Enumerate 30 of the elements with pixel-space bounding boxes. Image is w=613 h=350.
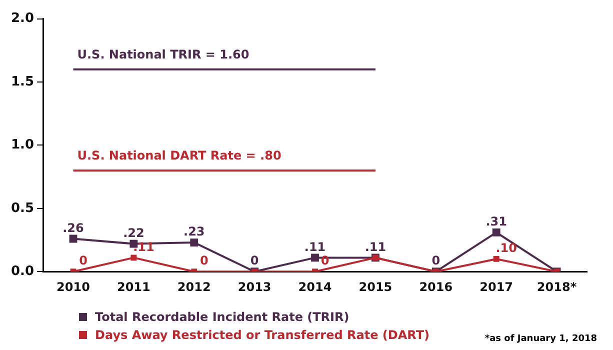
data-label: .23: [184, 224, 205, 239]
data-label: 0: [79, 254, 88, 268]
y-tick-label: 1.5: [11, 74, 34, 90]
data-label: .11: [364, 240, 386, 254]
data-label: 0: [250, 254, 259, 268]
y-tick-label: 1.0: [11, 138, 34, 153]
data-label: .31: [486, 214, 507, 229]
legend-label: Days Away Restricted or Transferred Rate (DART): [95, 328, 430, 342]
x-tick-label: 2015: [358, 280, 392, 294]
data-label: .10: [496, 241, 517, 256]
x-tick-label: 2018*: [536, 280, 578, 294]
x-tick-label: 2016: [419, 280, 453, 294]
y-tick-label: 2.0: [11, 11, 34, 26]
ref-line-label: U.S. National TRIR = 1.60: [77, 47, 250, 62]
x-tick-label: 2012: [177, 280, 211, 294]
ref-line-label: U.S. National DART Rate = .80: [77, 148, 282, 163]
data-label: 0: [200, 254, 208, 268]
x-tick-label: 2011: [116, 280, 150, 294]
x-tick-label: 2010: [56, 280, 90, 294]
x-tick-label: 2013: [238, 280, 272, 294]
x-tick-label: 2014: [298, 280, 332, 294]
legend-label: Total Recordable Incident Rate (TRIR): [95, 310, 350, 324]
y-tick-label: 0.5: [11, 200, 34, 216]
text: *as of January 1, 2018: [484, 334, 597, 344]
data-label: .11: [304, 240, 326, 254]
data-label: 0: [432, 254, 440, 268]
y-tick-label: 0.0: [11, 264, 34, 279]
x-tick-label: 2017: [480, 280, 514, 294]
data-label: .26: [62, 220, 84, 235]
data-label: .22: [123, 226, 144, 240]
